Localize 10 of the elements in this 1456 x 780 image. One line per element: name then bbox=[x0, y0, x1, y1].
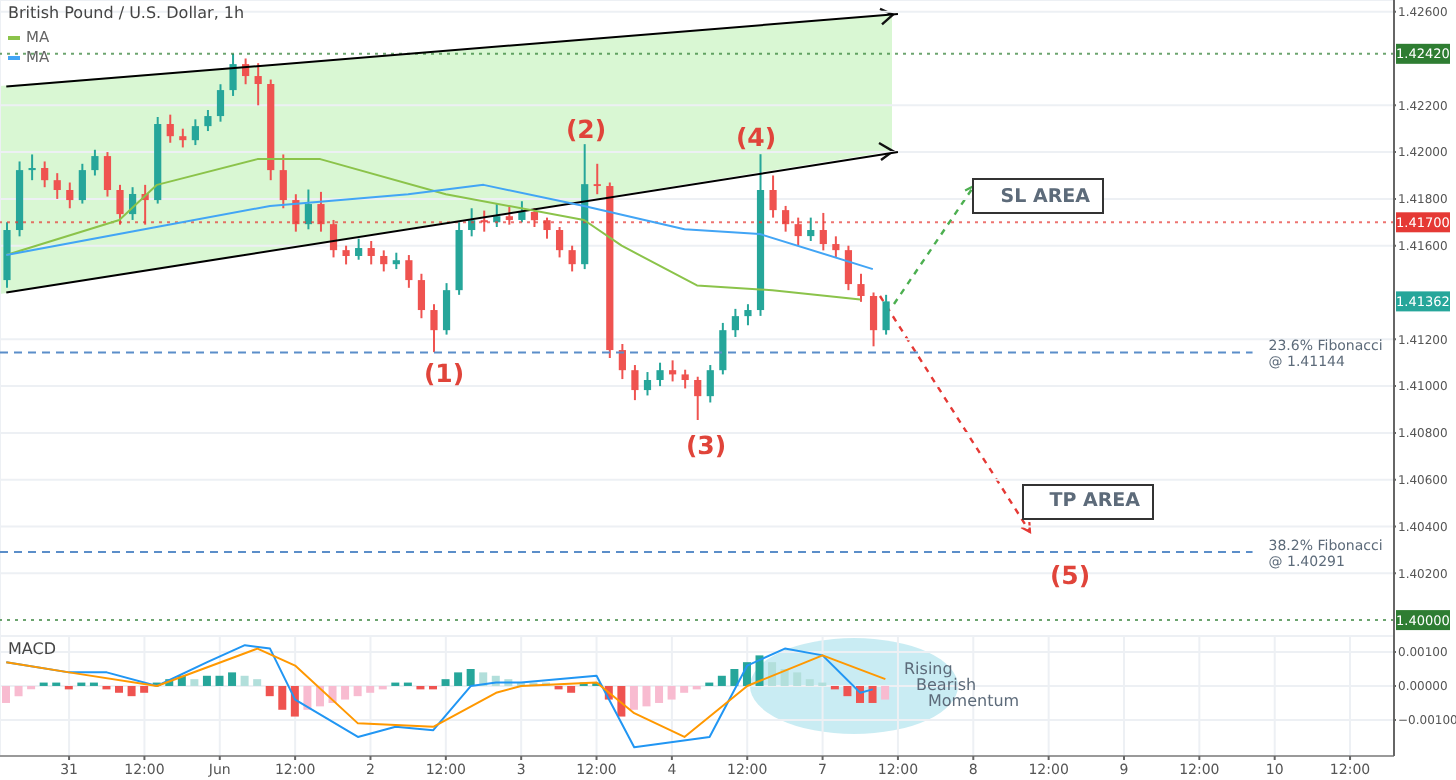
chart-title: British Pound / U.S. Dollar, 1h bbox=[8, 4, 245, 22]
annotation: Rising Bearish Momentum bbox=[904, 660, 1020, 710]
annotation: (1) bbox=[421, 358, 467, 388]
annotation: (2) bbox=[563, 114, 609, 144]
chart-title: MACD bbox=[8, 640, 56, 658]
annotation: (5) bbox=[1047, 560, 1093, 590]
annotation: (3) bbox=[683, 430, 729, 460]
annotation: (4) bbox=[733, 122, 779, 152]
annotation: SL AREA bbox=[1000, 185, 1090, 207]
annotation: TP AREA bbox=[1049, 490, 1140, 513]
